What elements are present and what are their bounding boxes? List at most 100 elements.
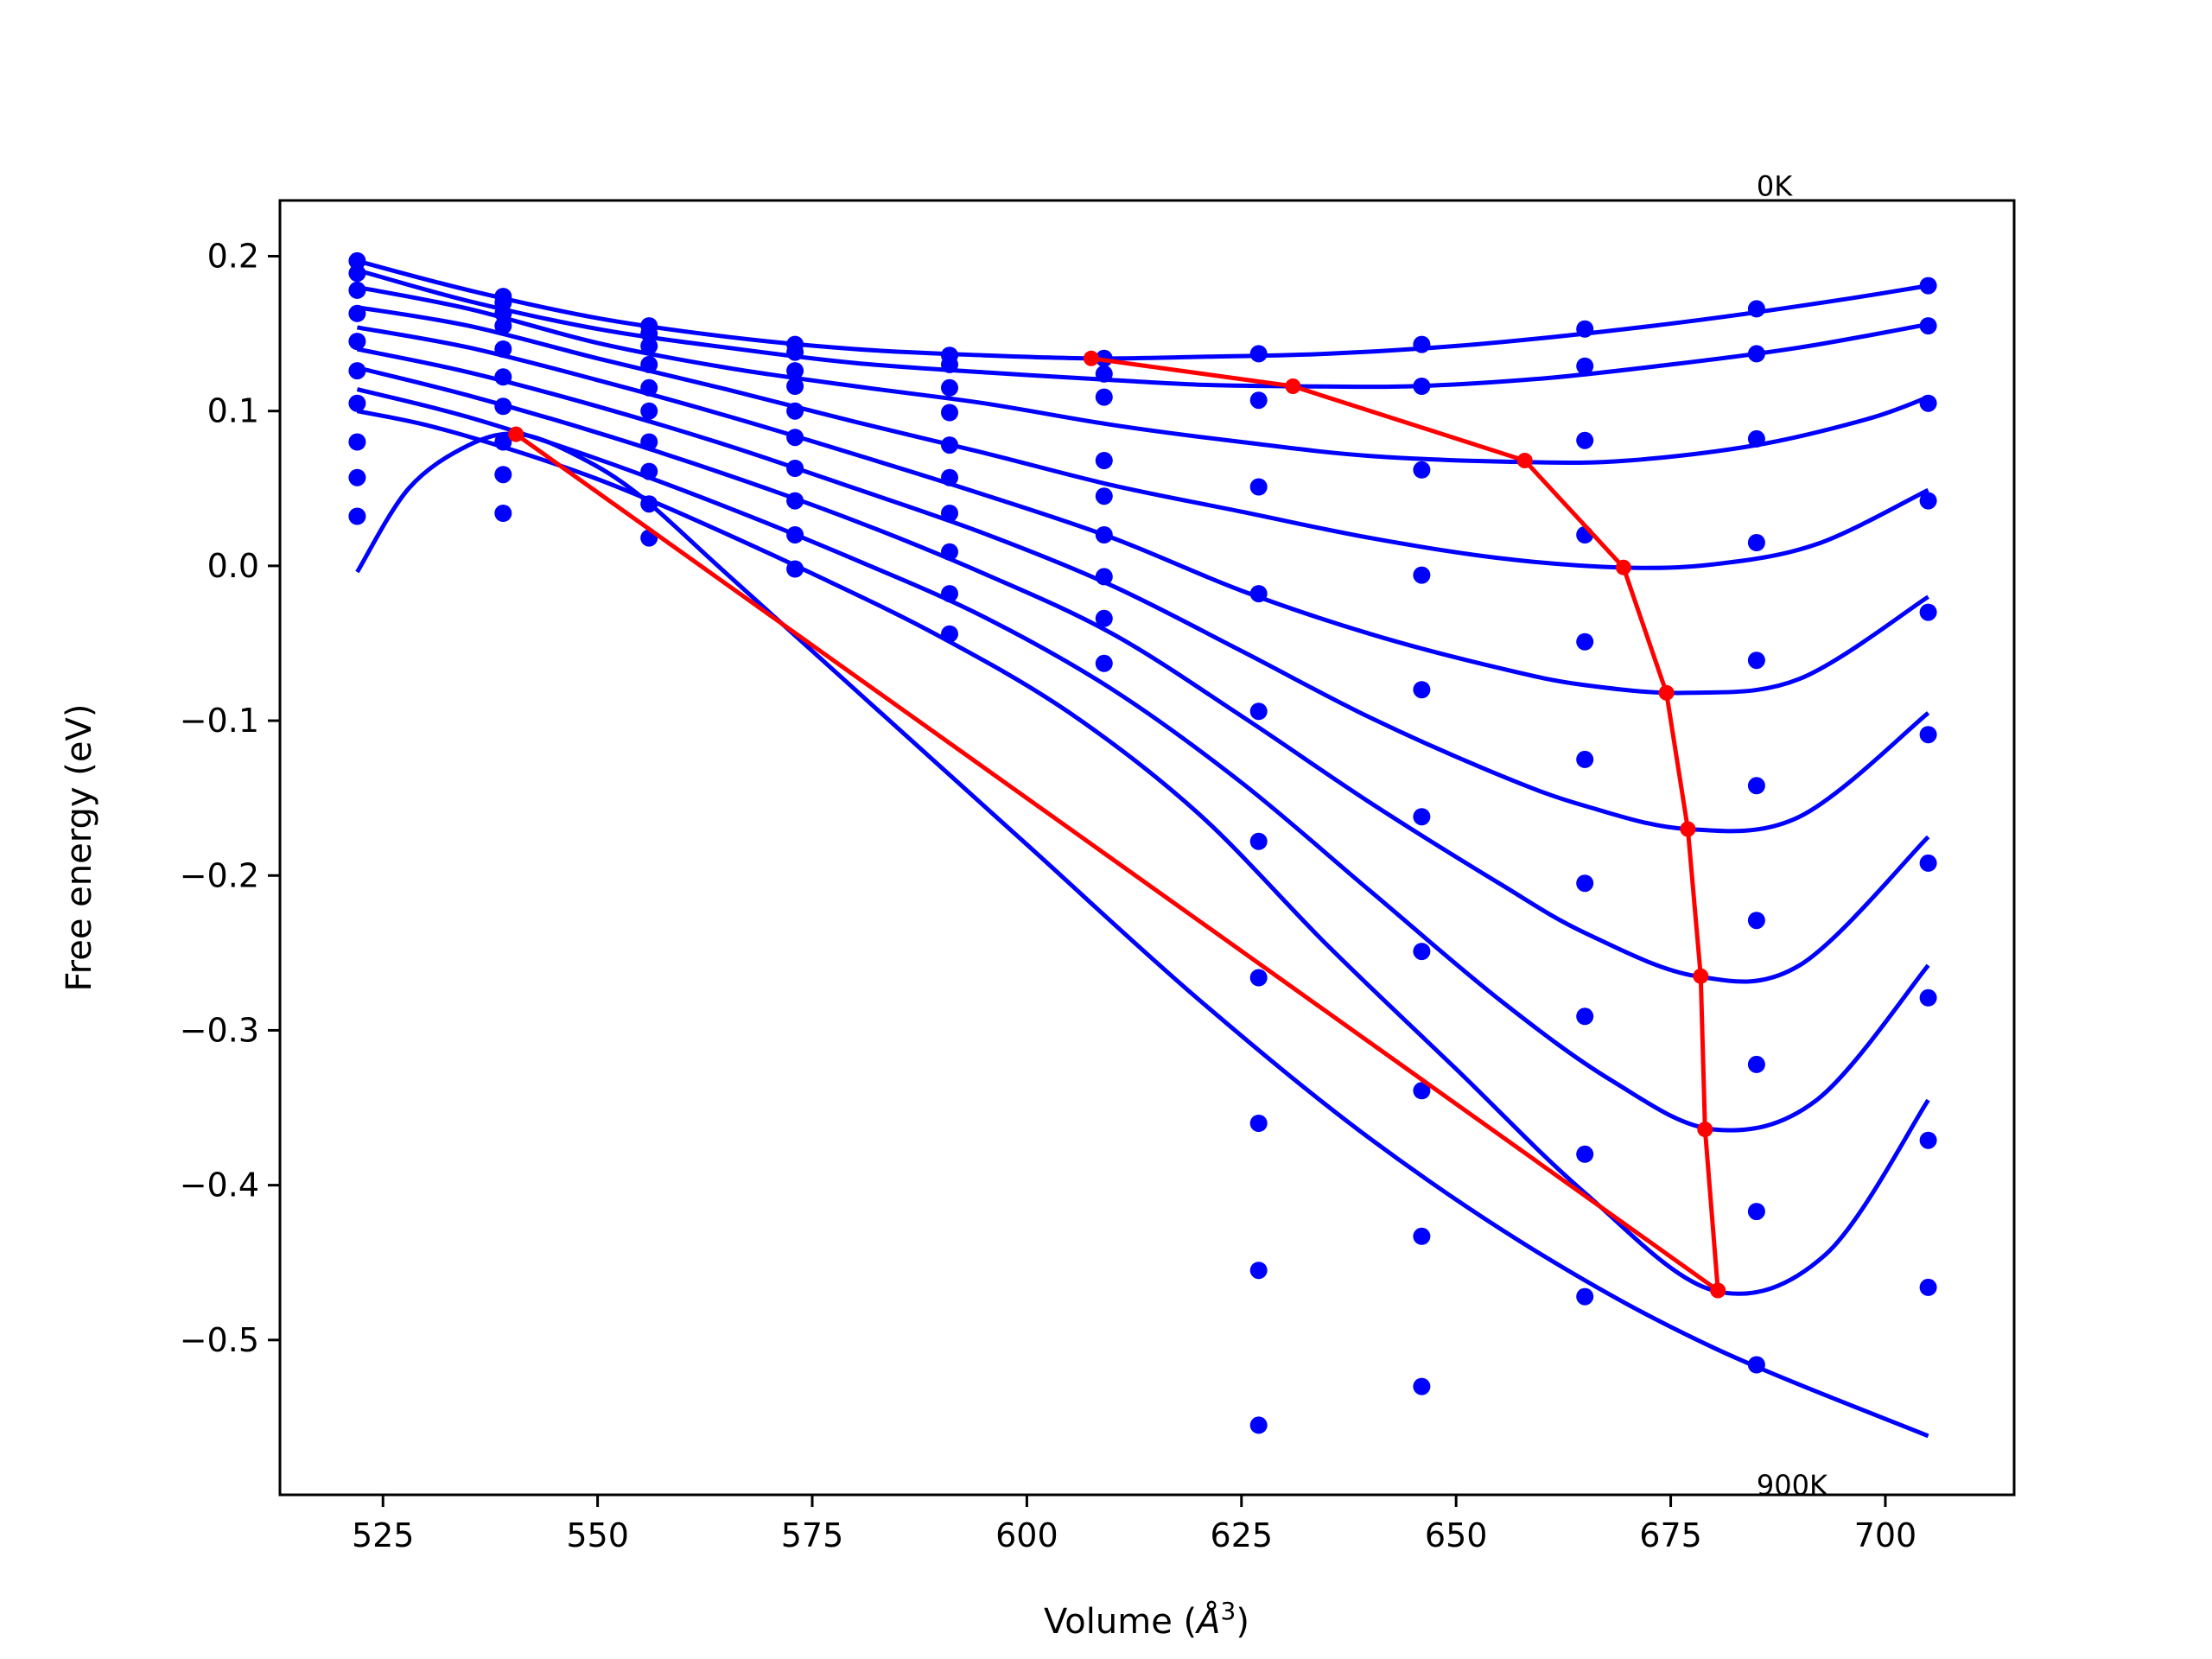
- x-tick-label: 525: [352, 1516, 415, 1554]
- data-point: [1919, 854, 1937, 872]
- data-point: [941, 625, 958, 643]
- minimum-point: [1516, 453, 1533, 468]
- data-point: [1249, 478, 1268, 496]
- data-point: [1576, 750, 1594, 768]
- data-point: [348, 394, 366, 412]
- minimum-point: [1658, 684, 1675, 701]
- x-tick-label: 600: [995, 1516, 1058, 1554]
- data-point: [1095, 526, 1113, 543]
- data-point: [1576, 320, 1594, 338]
- data-point: [1919, 1131, 1937, 1149]
- data-point: [1576, 874, 1594, 893]
- data-point: [1249, 832, 1268, 850]
- data-point: [1249, 1416, 1268, 1434]
- y-tick-label: −0.2: [180, 856, 259, 894]
- data-point: [1747, 912, 1765, 930]
- data-point: [494, 466, 512, 484]
- series-3: [348, 304, 1937, 603]
- minimum-point: [1710, 1282, 1726, 1299]
- data-point: [941, 505, 958, 522]
- data-point: [941, 543, 958, 561]
- data-point: [1576, 1287, 1594, 1306]
- data-point: [1095, 452, 1113, 469]
- x-axis: 525 550 575 600 625 650 675 700: [352, 1495, 1916, 1554]
- series-0: [348, 251, 1937, 367]
- series-4: [348, 325, 1937, 721]
- data-point: [1413, 566, 1431, 584]
- data-point: [640, 378, 658, 397]
- data-point: [494, 304, 512, 322]
- series-2: [348, 281, 1937, 496]
- annotations: 0K 900K: [1757, 170, 1828, 1502]
- data-point: [1919, 276, 1937, 295]
- plot-frame: [278, 199, 2016, 1497]
- x-tick-label: 700: [1854, 1516, 1917, 1554]
- series-6: [348, 365, 1937, 987]
- data-point: [786, 429, 804, 447]
- x-tick-label: 625: [1211, 1516, 1274, 1554]
- data-point: [1919, 1278, 1937, 1296]
- data-point: [348, 251, 366, 270]
- x-axis-label: Volume (Å3): [1044, 1597, 1249, 1643]
- data-point: [1413, 335, 1431, 353]
- data-point: [1747, 1356, 1765, 1374]
- y-axis: 0.2 0.1 0.0 −0.1 −0.2 −0.3 −0.4 −0.5: [180, 238, 280, 1359]
- data-point: [494, 340, 512, 358]
- data-point: [348, 281, 366, 299]
- data-point: [941, 436, 958, 454]
- y-axis-label: Free energy (eV): [60, 704, 99, 992]
- data-point: [1249, 1262, 1268, 1280]
- x-tick-label: 550: [566, 1516, 629, 1554]
- minimum-point: [1285, 378, 1301, 394]
- data-point: [348, 468, 366, 486]
- fit-curve: [356, 305, 1929, 570]
- data-point: [1095, 609, 1113, 627]
- data-point: [1413, 461, 1431, 479]
- data-point: [640, 433, 658, 451]
- series-1: [348, 264, 1937, 410]
- data-point: [786, 402, 804, 420]
- data-point: [1919, 317, 1937, 335]
- data-point: [1919, 988, 1937, 1007]
- data-point: [786, 378, 804, 395]
- data-point: [1413, 1227, 1431, 1245]
- data-point: [1413, 1082, 1431, 1100]
- y-tick-label: −0.3: [180, 1011, 259, 1049]
- data-point: [494, 317, 512, 335]
- fit-curve: [356, 258, 1929, 361]
- data-point: [941, 404, 958, 422]
- y-tick-label: −0.4: [180, 1166, 259, 1205]
- data-point: [1747, 300, 1765, 318]
- temperature-annotation: 900K: [1757, 1469, 1828, 1502]
- data-point: [1576, 632, 1594, 651]
- data-point: [494, 397, 512, 416]
- data-point: [1747, 534, 1765, 551]
- data-point: [494, 368, 512, 386]
- data-point: [1413, 943, 1431, 961]
- data-point: [786, 560, 804, 578]
- data-point: [786, 492, 804, 510]
- data-point: [1576, 1007, 1594, 1026]
- data-point: [941, 355, 958, 373]
- y-tick-label: 0.2: [207, 238, 259, 276]
- y-tick-label: 0.0: [207, 547, 259, 585]
- minimum-point: [1083, 350, 1099, 366]
- fit-curve: [356, 325, 1929, 696]
- data-point: [1095, 654, 1113, 672]
- data-point: [1919, 492, 1937, 510]
- fit-curve: [356, 365, 1930, 984]
- data-point: [1747, 1055, 1765, 1073]
- data-point: [640, 462, 658, 480]
- minimum-point: [508, 426, 524, 442]
- data-point: [1576, 431, 1594, 449]
- data-point: [786, 362, 804, 380]
- data-point: [786, 460, 804, 477]
- series-8: [348, 409, 1937, 1296]
- data-point: [941, 468, 958, 486]
- data-point: [1095, 388, 1113, 406]
- data-point: [1413, 1377, 1431, 1395]
- data-point: [1919, 394, 1937, 412]
- data-point: [348, 333, 366, 351]
